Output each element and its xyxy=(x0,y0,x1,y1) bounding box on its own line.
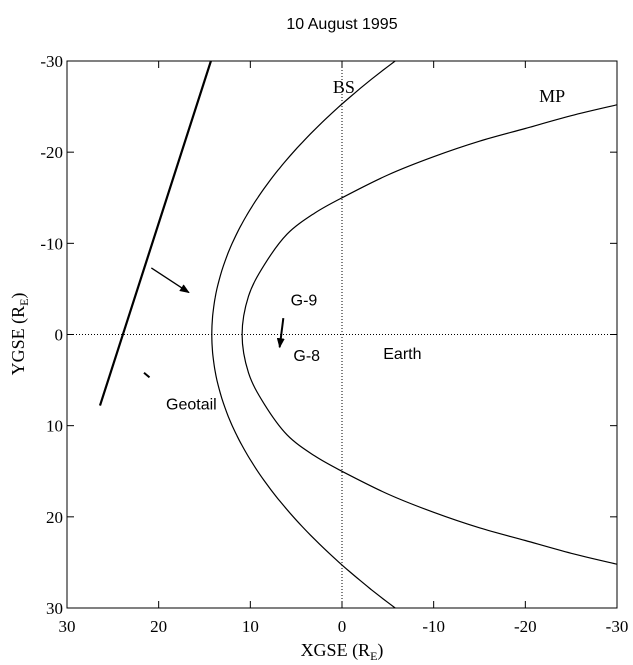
y-tick-label: 30 xyxy=(46,599,63,618)
x-axis-title-sub: E xyxy=(370,649,377,663)
y-axis-title-sub: E xyxy=(17,299,31,306)
x-axis-title-close: ) xyxy=(377,640,383,661)
x-tick-label: 10 xyxy=(242,617,259,636)
annotation-geotail: Geotail xyxy=(166,396,217,413)
y-axis-title-main: YGSE (R xyxy=(8,306,29,376)
y-tick-label: -10 xyxy=(40,234,63,253)
series-mp xyxy=(241,104,617,565)
x-tick-label: -30 xyxy=(606,617,629,636)
x-tick-label: 30 xyxy=(59,617,76,636)
flow-arrow xyxy=(150,267,190,294)
series-bs xyxy=(211,61,396,608)
y-tick-label: 0 xyxy=(55,326,64,345)
g9-arrow xyxy=(276,317,285,349)
y-tick-label: -20 xyxy=(40,143,63,162)
annotation-g-9: G-9 xyxy=(291,292,318,309)
annotation-g-8: G-8 xyxy=(293,348,320,365)
annotation-bs: BS xyxy=(333,77,355,97)
x-axis-title: XGSE (RE) xyxy=(301,640,384,663)
x-tick-label: -10 xyxy=(422,617,445,636)
y-tick-label: 10 xyxy=(46,417,63,436)
y-tick-label: 20 xyxy=(46,508,63,527)
y-tick-label: -30 xyxy=(40,52,63,71)
series-imf-line xyxy=(98,61,212,406)
annotation-mp: MP xyxy=(539,86,565,106)
geotail-position xyxy=(143,372,151,379)
x-tick-label: -20 xyxy=(514,617,537,636)
y-axis-title-close: ) xyxy=(8,293,29,299)
x-tick-label: 0 xyxy=(338,617,347,636)
plot-area: 30 20 10 0 -10 -20 -30 -30 -20 -10 0 10 20 30 BS MP G-9 G… xyxy=(40,52,628,636)
x-tick-label: 20 xyxy=(150,617,167,636)
chart-title: 10 August 1995 xyxy=(286,16,397,33)
annotation-earth: Earth xyxy=(383,346,421,363)
y-axis-title: YGSE (RE) xyxy=(8,293,31,376)
x-axis-title-main: XGSE (R xyxy=(301,640,371,661)
